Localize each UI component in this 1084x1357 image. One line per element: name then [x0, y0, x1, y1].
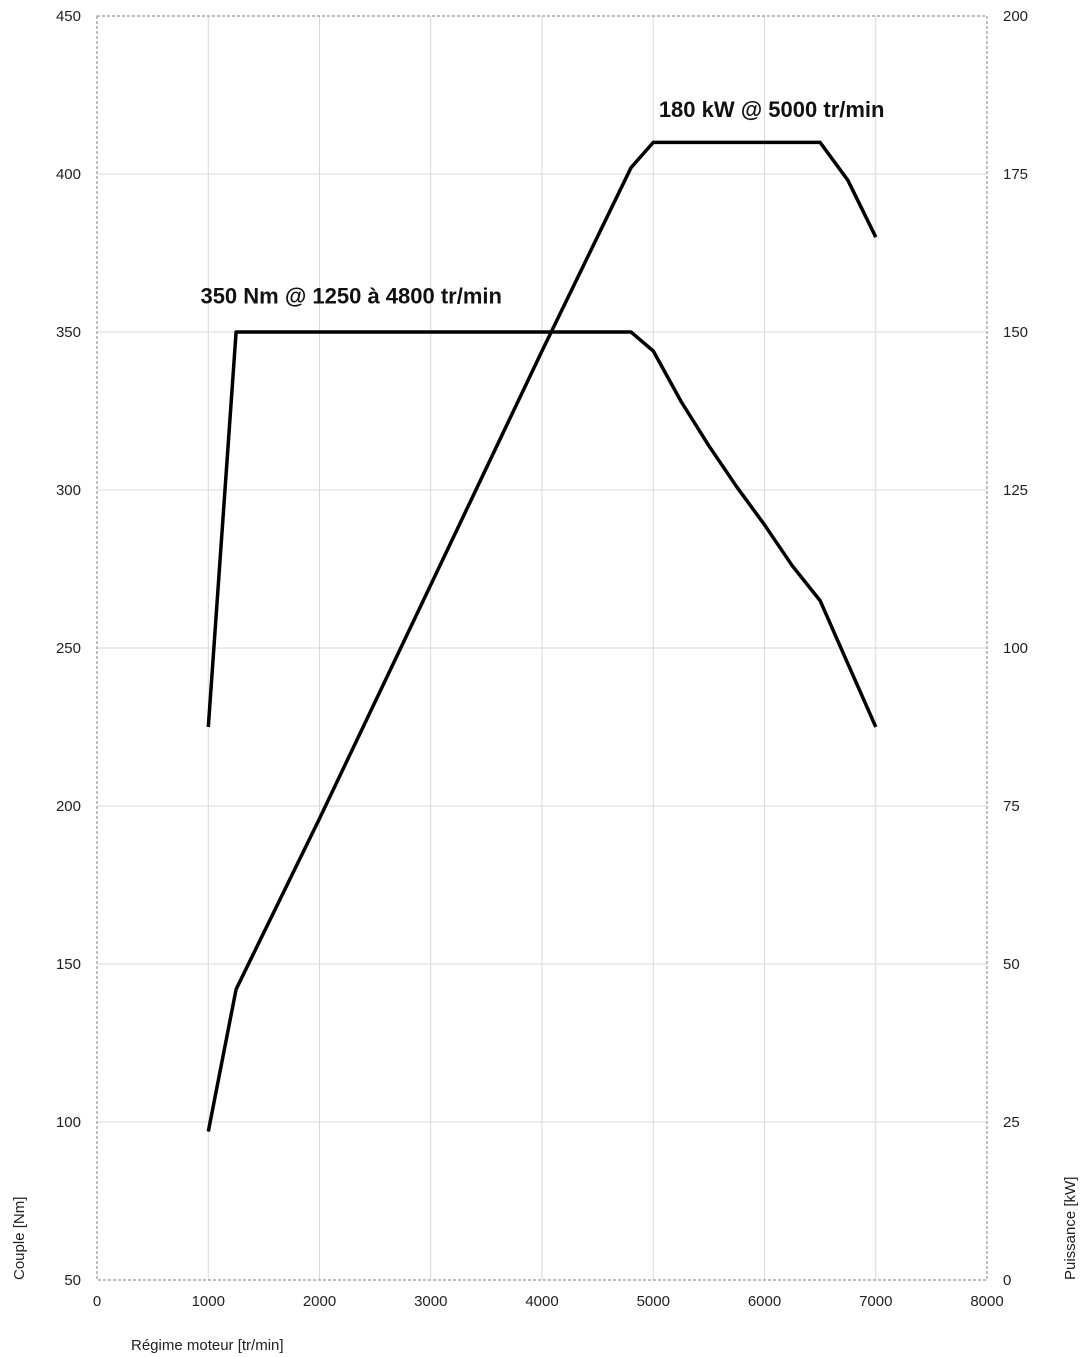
- x-tick-labels: 0 1000 2000 3000 4000 5000 6000 7000 8000: [93, 1293, 1004, 1310]
- y-left-tick-label: 450: [56, 8, 81, 25]
- annotation-label: 350 Nm @ 1250 à 4800 tr/min: [200, 284, 502, 309]
- y-left-tick-label: 250: [56, 640, 81, 657]
- x-axis-label: Régime moteur [tr/min]: [131, 1337, 284, 1354]
- annotation-label: 180 kW @ 5000 tr/min: [659, 97, 885, 122]
- y-left-tick-label: 350: [56, 324, 81, 341]
- y-left-tick-label: 400: [56, 166, 81, 183]
- x-tick-label: 0: [93, 1293, 101, 1310]
- annotations: 180 kW @ 5000 tr/min 350 Nm @ 1250 à 4800…: [200, 97, 884, 308]
- y-right-tick-label: 25: [1003, 1114, 1020, 1131]
- y-left-tick-label: 100: [56, 1114, 81, 1131]
- y-right-tick-labels: 0 25 50 75 100 125 150 175 200: [1003, 8, 1028, 1289]
- power-curve-line: [206, 140, 878, 1132]
- series-group: [206, 140, 878, 1132]
- y-right-tick-label: 125: [1003, 482, 1028, 499]
- y-right-tick-label: 200: [1003, 8, 1028, 25]
- x-tick-label: 6000: [748, 1293, 781, 1310]
- torque-curve-line: [206, 330, 878, 728]
- y-left-tick-label: 150: [56, 956, 81, 973]
- x-tick-label: 2000: [303, 1293, 336, 1310]
- y-left-tick-label: 200: [56, 798, 81, 815]
- x-tick-label: 5000: [637, 1293, 670, 1310]
- y-right-tick-label: 50: [1003, 956, 1020, 973]
- y-right-tick-label: 0: [1003, 1272, 1011, 1289]
- y-right-axis-label: Puissance [kW]: [1062, 1177, 1079, 1280]
- y-right-tick-label: 75: [1003, 798, 1020, 815]
- y-left-axis-label: Couple [Nm]: [11, 1197, 28, 1280]
- x-tick-label: 7000: [859, 1293, 892, 1310]
- x-tick-label: 3000: [414, 1293, 447, 1310]
- x-tick-label: 4000: [525, 1293, 558, 1310]
- plot-frame: [96, 15, 988, 1281]
- y-left-tick-labels: 50 100 150 200 250 300 350 400 450: [56, 8, 81, 1289]
- y-right-tick-label: 100: [1003, 640, 1028, 657]
- x-tick-label: 1000: [192, 1293, 225, 1310]
- y-right-tick-label: 175: [1003, 166, 1028, 183]
- y-right-tick-label: 150: [1003, 324, 1028, 341]
- y-left-tick-label: 50: [64, 1272, 81, 1289]
- y-left-tick-label: 300: [56, 482, 81, 499]
- x-tick-label: 8000: [970, 1293, 1003, 1310]
